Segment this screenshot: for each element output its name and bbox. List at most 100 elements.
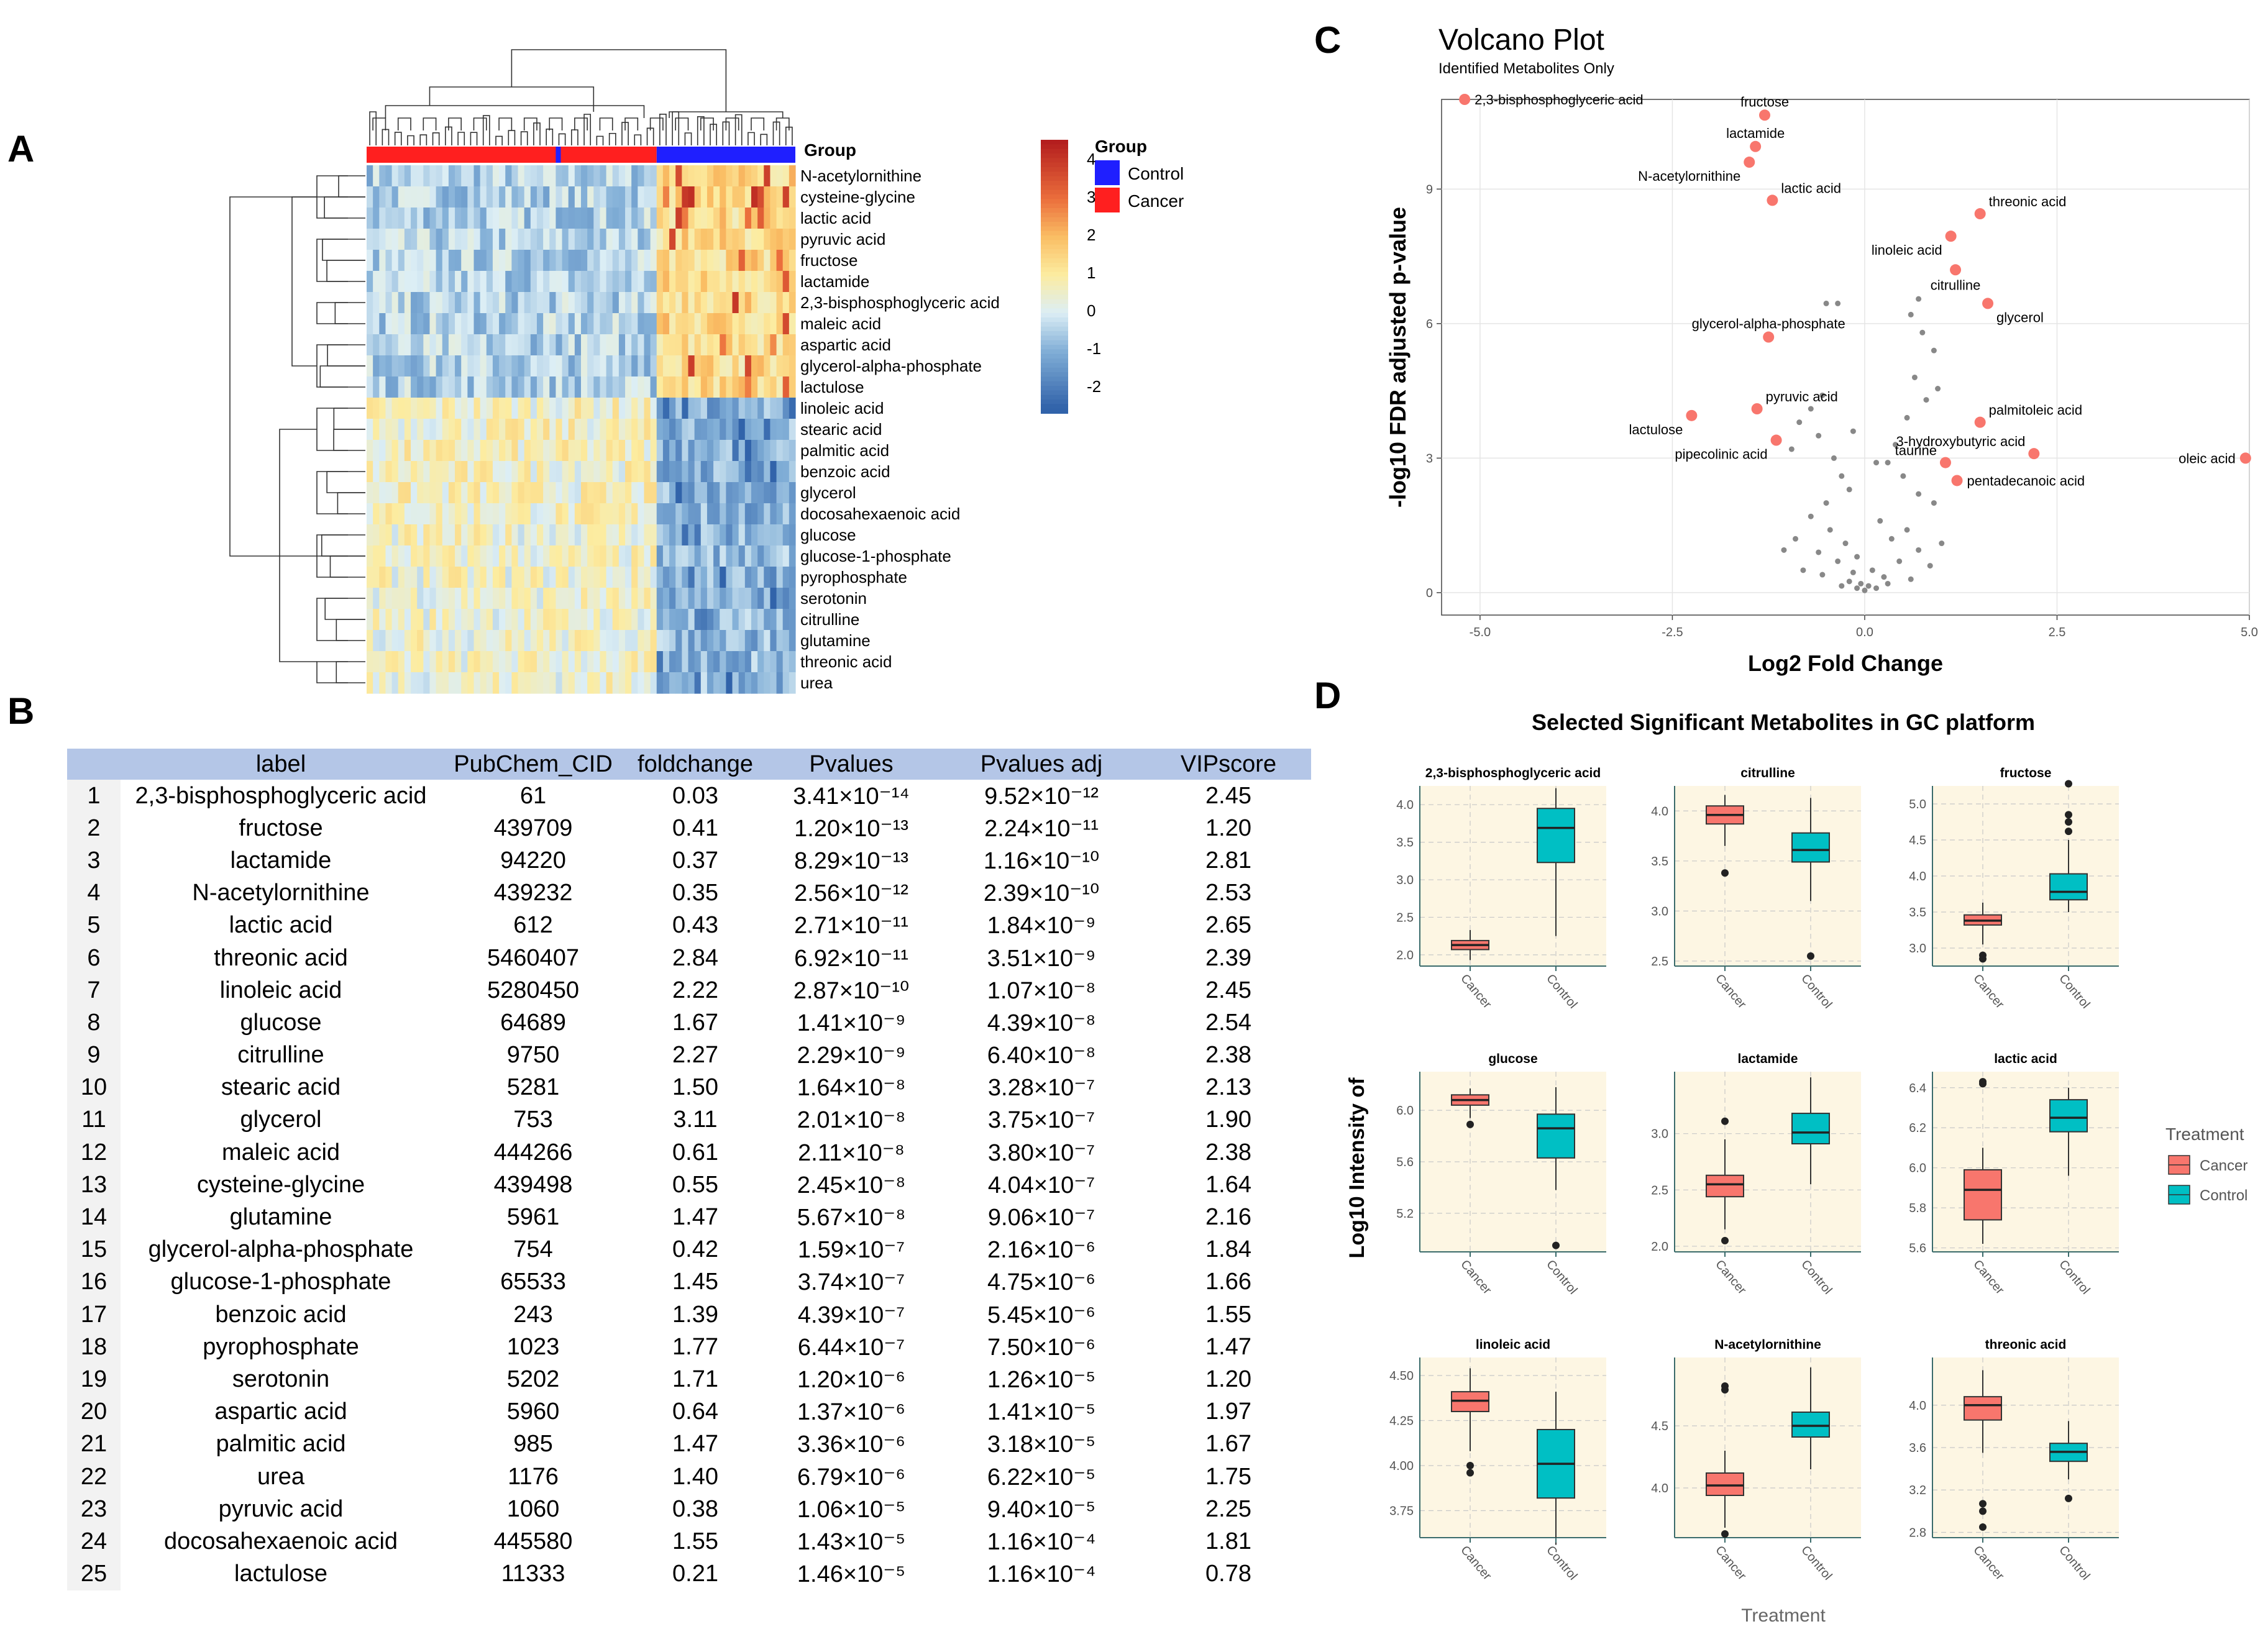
table-cell: 2.65: [1205, 912, 1251, 939]
heatmap-row-label: docosahexaenoic acid: [800, 504, 961, 523]
heatmap-cell: [429, 651, 437, 673]
boxplot-outlier: [1721, 869, 1729, 877]
heatmap-cell: [461, 440, 468, 462]
table-cell: 1.47: [1205, 1333, 1251, 1360]
heatmap-cell: [612, 461, 620, 483]
heatmap-cell: [436, 503, 443, 525]
heatmap-row-label: pyruvic acid: [800, 230, 886, 249]
heatmap-cell: [682, 376, 689, 398]
volcano-point-bg: [1846, 578, 1852, 585]
heatmap-cell: [499, 567, 506, 588]
group-annotation-bar: [367, 147, 795, 163]
heatmap-cell: [442, 334, 449, 356]
heatmap-cell: [423, 250, 431, 271]
heatmap-cell: [644, 461, 651, 483]
volcano-point-bg: [1788, 446, 1795, 452]
heatmap-cell: [706, 461, 714, 483]
dendro-left-leaf: [336, 619, 365, 641]
heatmap-cell: [600, 334, 607, 356]
dendro-left-root: [229, 196, 348, 557]
heatmap-cell: [644, 503, 651, 525]
heatmap-cell: [492, 271, 500, 293]
heatmap-cell: [411, 545, 418, 567]
heatmap-cell: [593, 524, 601, 546]
volcano-point-bg: [1908, 311, 1914, 317]
colorbar-segment: [1041, 240, 1068, 245]
volcano-point-significant: [1939, 457, 1951, 468]
heatmap-cell: [486, 186, 493, 208]
heatmap-cell: [638, 292, 645, 314]
heatmap-cell: [700, 524, 708, 546]
heatmap-cell: [694, 567, 702, 588]
heatmap-cell: [398, 482, 405, 504]
heatmap-cell: [549, 376, 557, 398]
volcano-point-significant: [1763, 331, 1775, 343]
table-cell: 1.16×10⁻⁴: [987, 1528, 1096, 1555]
heatmap-cell: [461, 461, 468, 483]
heatmap-cell: [706, 419, 714, 440]
heatmap-cell: [751, 524, 758, 546]
heatmap-cell: [455, 545, 462, 567]
table-row: 1 2,3-bisphosphoglyceric acid 61 0.03 3.41×1…: [67, 780, 1311, 813]
volcano-point-bg: [1823, 300, 1829, 306]
dendro-top-leaf: [546, 129, 554, 145]
heatmap-cell: [367, 545, 373, 567]
heatmap-cell: [543, 651, 550, 673]
heatmap-cell: [770, 165, 777, 187]
heatmap-row-label: maleic acid: [800, 314, 882, 333]
heatmap-cell: [764, 672, 771, 694]
heatmap-cell: [391, 292, 399, 314]
heatmap-cell: [499, 355, 506, 377]
colorbar-segment: [1041, 162, 1068, 168]
heatmap-cell: [486, 229, 493, 250]
heatmap-cell: [574, 503, 582, 525]
table-cell: 6.92×10⁻¹¹: [794, 945, 908, 972]
table-cell: 2,3-bisphosphoglyceric acid: [135, 782, 427, 809]
heatmap-cell: [593, 313, 601, 335]
heatmap-cell: [789, 503, 796, 525]
heatmap-cell: [581, 482, 588, 504]
heatmap-cell: [398, 250, 405, 271]
heatmap-cell: [423, 545, 431, 567]
heatmap-cell: [536, 567, 544, 588]
heatmap-cell: [726, 165, 733, 187]
row-dendrogram: [229, 175, 365, 683]
heatmap-cell: [675, 503, 682, 525]
colorbar-tick-label: -1: [1087, 339, 1102, 358]
heatmap-cell: [638, 229, 645, 250]
heatmap-cell: [543, 271, 550, 293]
colorbar-segment: [1041, 363, 1068, 368]
heatmap-cell: [505, 630, 512, 652]
heatmap-row-label: 2,3-bisphosphoglyceric acid: [800, 293, 1000, 312]
colorbar-segment: [1041, 235, 1068, 241]
heatmap-cell: [499, 271, 506, 293]
heatmap-cell: [782, 313, 790, 335]
heatmap-cell: [694, 355, 702, 377]
heatmap-cell: [675, 630, 682, 652]
heatmap-cell: [442, 672, 449, 694]
heatmap-cell: [429, 186, 437, 208]
colorbar-tick-label: 4: [1087, 149, 1096, 168]
table-cell-index: 19: [67, 1363, 121, 1396]
heatmap-cell: [612, 672, 620, 694]
heatmap-cell: [757, 651, 764, 673]
heatmap-cell: [455, 186, 462, 208]
heatmap-cell: [536, 524, 544, 546]
heatmap-cell: [556, 503, 563, 525]
heatmap-cell: [625, 313, 632, 335]
table-cell: urea: [257, 1463, 305, 1490]
table-header-pvalues-adj: Pvalues adj: [937, 749, 1146, 780]
volcano-point-bg: [1819, 572, 1826, 578]
heatmap-cell: [656, 208, 664, 229]
heatmap-cell: [556, 292, 563, 314]
heatmap-cell: [373, 334, 380, 356]
boxplot-outlier: [2065, 780, 2072, 788]
heatmap-cell: [480, 651, 487, 673]
heatmap-cell: [706, 440, 714, 462]
table-cell-index: 3: [67, 844, 121, 877]
heatmap-cell: [556, 545, 563, 567]
dendro-top-leaf: [382, 129, 390, 145]
heatmap-cell: [700, 461, 708, 483]
heatmap-cell: [436, 334, 443, 356]
